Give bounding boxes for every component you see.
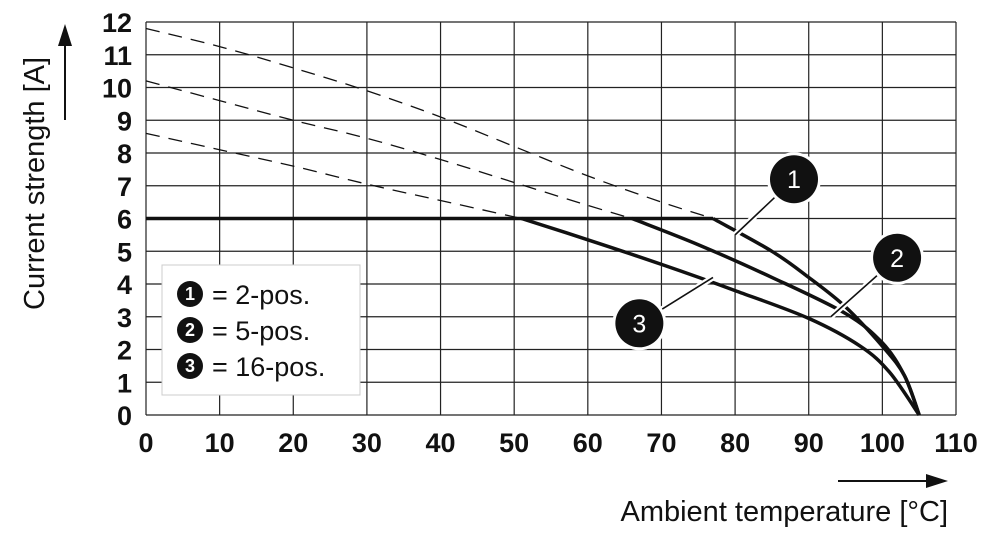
series-3-solid-line — [520, 216, 921, 416]
x-tick-label-100: 100 — [860, 428, 905, 458]
y-tick-label-8: 8 — [117, 139, 132, 169]
x-tick-label-10: 10 — [205, 428, 235, 458]
x-tick-label-60: 60 — [573, 428, 603, 458]
callout-1-number: 1 — [787, 166, 801, 194]
legend-label-1: = 2-pos. — [212, 280, 310, 310]
series-2-dashed-line — [145, 80, 633, 220]
x-tick-label-90: 90 — [794, 428, 824, 458]
y-axis-arrow-icon — [58, 24, 72, 46]
legend-label-3: = 16-pos. — [212, 352, 325, 382]
grid — [145, 21, 957, 416]
y-tick-label-6: 6 — [117, 205, 132, 235]
legend-entry-2: 2 = 5-pos. — [177, 316, 310, 346]
legend-badge-3-number: 3 — [185, 356, 195, 376]
callout-3-badge — [615, 299, 664, 348]
x-tick-label-30: 30 — [352, 428, 382, 458]
x-tick-label-20: 20 — [278, 428, 308, 458]
callouts: 1 2 3 — [612, 152, 925, 351]
x-tick-label-80: 80 — [720, 428, 750, 458]
y-tick-label-3: 3 — [117, 303, 132, 333]
legend-entry-3: 3 = 16-pos. — [177, 352, 325, 382]
x-axis-label: Ambient temperature [°C] — [620, 496, 948, 528]
y-tick-label-10: 10 — [102, 74, 132, 104]
y-axis-label: Current strength [A] — [19, 57, 51, 310]
series-1-dashed-line — [145, 27, 714, 220]
y-tick-label-11: 11 — [103, 41, 132, 71]
callout-1-badge — [770, 155, 818, 204]
legend-badge-2 — [177, 317, 203, 343]
x-tick-label-0: 0 — [138, 428, 153, 458]
y-tick-label-9: 9 — [117, 106, 132, 136]
legend-badge-1 — [177, 281, 203, 307]
y-tick-label-5: 5 — [117, 237, 132, 267]
legend: 1 = 2-pos. 2 = 5-pos. 3 = 16-pos. — [161, 264, 361, 396]
y-tick-label-2: 2 — [117, 336, 132, 366]
y-tick-label-12: 12 — [102, 8, 132, 38]
legend-entry-1: 1 = 2-pos. — [177, 280, 310, 310]
x-axis-arrow-icon — [926, 474, 948, 488]
callout-2-badge — [873, 233, 922, 282]
x-axis-label-group: Ambient temperature [°C] — [620, 474, 948, 528]
x-tick-label-40: 40 — [426, 428, 456, 458]
series-3-dashed-line — [145, 132, 522, 220]
x-tick-label-70: 70 — [646, 428, 676, 458]
y-tick-label-4: 4 — [117, 270, 132, 300]
legend-badge-2-number: 2 — [185, 320, 195, 340]
y-tick-label-7: 7 — [117, 172, 132, 202]
tick-labels: 0 10 20 30 40 50 60 70 80 90 100 110012345678910111… — [102, 8, 978, 458]
y-tick-label-0: 0 — [117, 401, 132, 431]
legend-badge-1-number: 1 — [185, 284, 195, 304]
y-tick-label-1: 1 — [117, 368, 132, 398]
x-tick-label-110: 110 — [934, 428, 978, 458]
legend-badge-3 — [177, 353, 203, 379]
y-axis-label-group: Current strength [A] — [19, 24, 72, 310]
x-tick-label-50: 50 — [499, 428, 529, 458]
callout-3-number: 3 — [632, 310, 646, 338]
callout-2-number: 2 — [890, 245, 904, 273]
legend-label-2: = 5-pos. — [212, 316, 310, 346]
